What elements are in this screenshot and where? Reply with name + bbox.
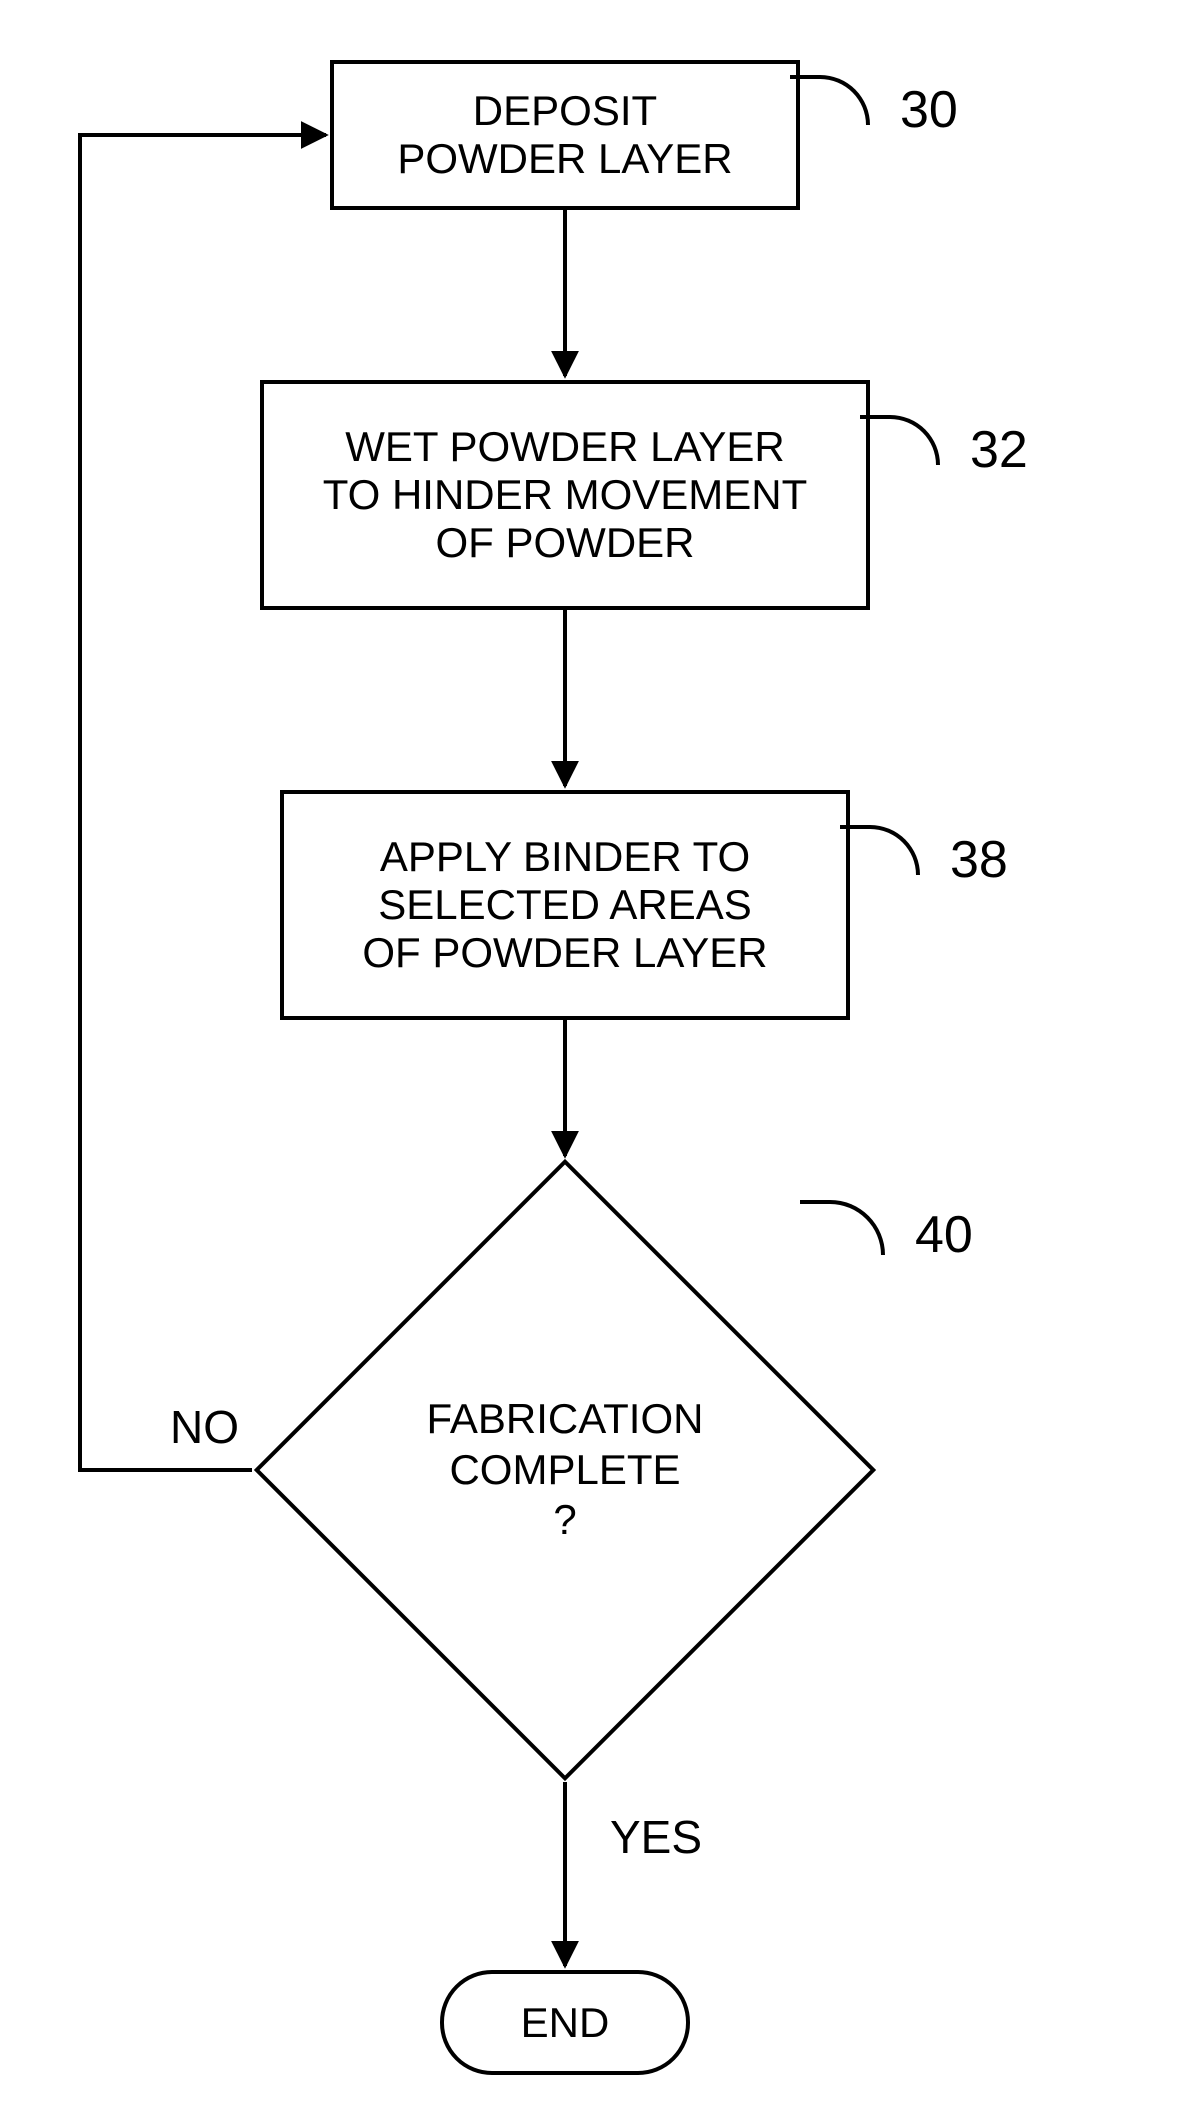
decision-diamond-40-text-wrap: FABRICATION COMPLETE ? [345,1250,785,1690]
ref-label-30: 30 [900,80,958,140]
decision-diamond-40: FABRICATION COMPLETE ? [345,1250,785,1690]
process-box-38: APPLY BINDER TO SELECTED AREAS OF POWDER… [280,790,850,1020]
terminator-end-text: END [521,1999,610,2047]
process-box-32-text: WET POWDER LAYER TO HINDER MOVEMENT OF P… [323,423,808,568]
process-box-32: WET POWDER LAYER TO HINDER MOVEMENT OF P… [260,380,870,610]
flowchart-canvas: DEPOSIT POWDER LAYER WET POWDER LAYER TO… [0,0,1187,2110]
ref-label-38: 38 [950,830,1008,890]
process-box-38-text: APPLY BINDER TO SELECTED AREAS OF POWDER… [362,833,767,978]
leader-32 [860,415,940,465]
leader-38 [840,825,920,875]
ref-label-32: 32 [970,420,1028,480]
decision-diamond-40-text: FABRICATION COMPLETE ? [427,1394,704,1545]
flow-arrows [0,0,1187,2110]
branch-label-yes: YES [610,1810,702,1864]
branch-label-no: NO [170,1400,239,1454]
process-box-30: DEPOSIT POWDER LAYER [330,60,800,210]
ref-label-40: 40 [915,1205,973,1265]
process-box-30-text: DEPOSIT POWDER LAYER [397,87,732,184]
leader-40 [800,1200,885,1255]
terminator-end: END [440,1970,690,2075]
leader-30 [790,75,870,125]
